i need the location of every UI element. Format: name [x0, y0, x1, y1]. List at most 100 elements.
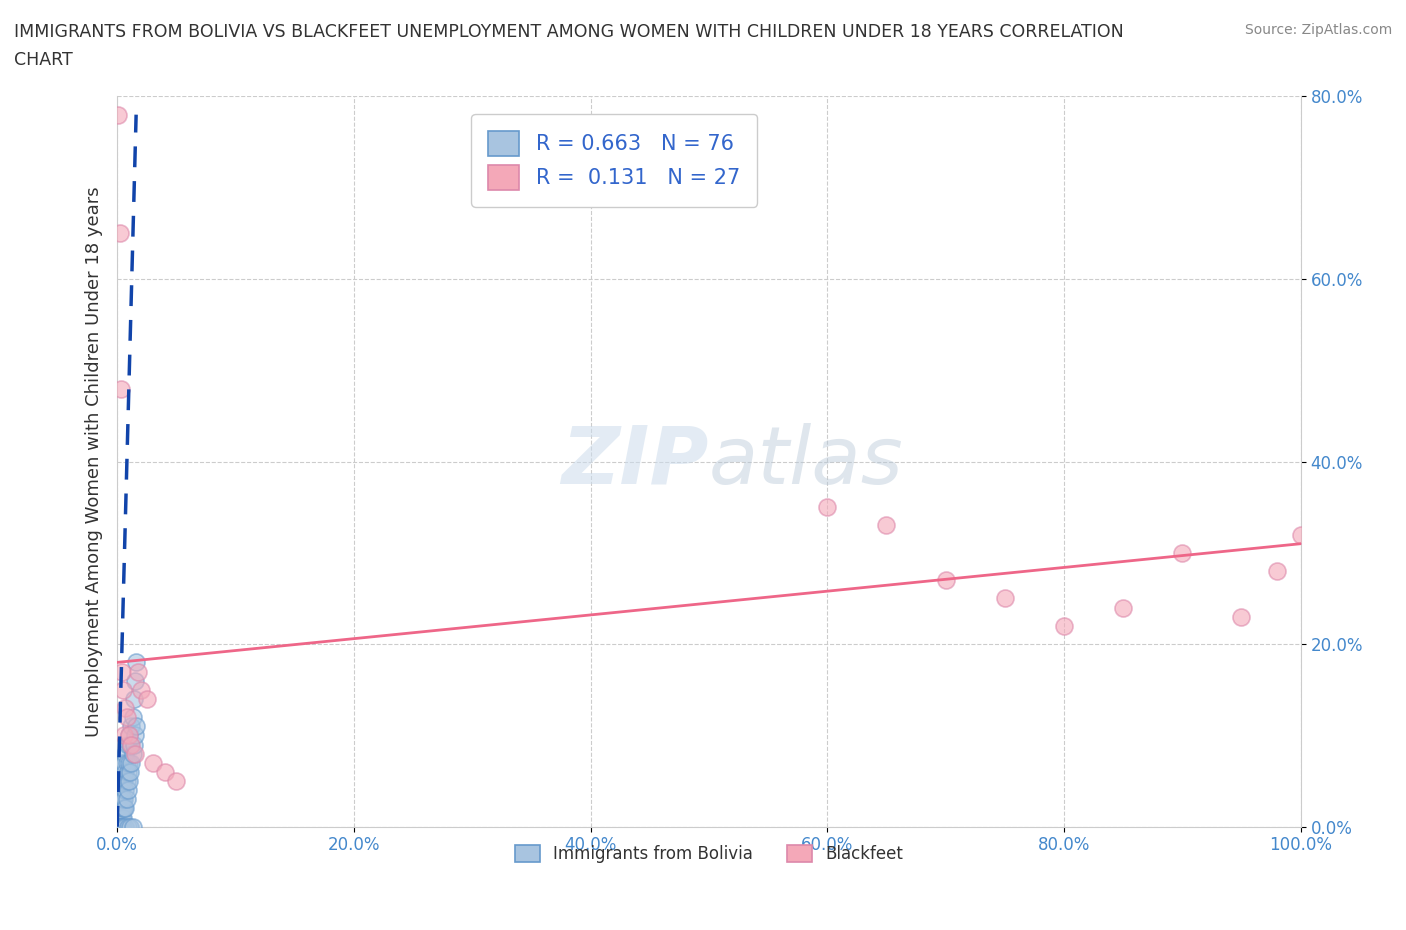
- Point: [120, 737, 142, 752]
- Point: [107, 819, 129, 834]
- Point: [112, 728, 135, 743]
- Point: [110, 819, 132, 834]
- Point: [115, 755, 138, 770]
- Point: [118, 755, 141, 770]
- Point: [1053, 618, 1076, 633]
- Text: IMMIGRANTS FROM BOLIVIA VS BLACKFEET UNEMPLOYMENT AMONG WOMEN WITH CHILDREN UNDE: IMMIGRANTS FROM BOLIVIA VS BLACKFEET UNE…: [14, 23, 1123, 41]
- Point: [110, 819, 132, 834]
- Legend: Immigrants from Bolivia, Blackfeet: Immigrants from Bolivia, Blackfeet: [509, 838, 910, 870]
- Point: [935, 573, 957, 588]
- Point: [114, 801, 136, 816]
- Point: [114, 700, 136, 715]
- Text: Source: ZipAtlas.com: Source: ZipAtlas.com: [1244, 23, 1392, 37]
- Y-axis label: Unemployment Among Women with Children Under 18 years: Unemployment Among Women with Children U…: [86, 186, 103, 737]
- Point: [114, 746, 136, 761]
- Point: [115, 774, 138, 789]
- Point: [111, 664, 134, 679]
- Point: [875, 518, 897, 533]
- Point: [121, 710, 143, 724]
- Point: [120, 719, 142, 734]
- Point: [117, 819, 139, 834]
- Point: [115, 710, 138, 724]
- Point: [108, 819, 131, 834]
- Point: [111, 774, 134, 789]
- Point: [994, 591, 1017, 606]
- Point: [108, 801, 131, 816]
- Point: [120, 764, 142, 779]
- Point: [112, 791, 135, 806]
- Point: [107, 819, 129, 834]
- Point: [124, 728, 146, 743]
- Point: [108, 226, 131, 241]
- Point: [125, 719, 148, 734]
- Point: [112, 774, 135, 789]
- Point: [107, 819, 129, 834]
- Point: [122, 692, 145, 707]
- Point: [112, 791, 135, 806]
- Point: [107, 819, 129, 834]
- Point: [108, 819, 131, 834]
- Point: [120, 819, 142, 834]
- Point: [110, 801, 132, 816]
- Point: [107, 801, 129, 816]
- Point: [110, 810, 132, 825]
- Point: [122, 737, 145, 752]
- Point: [117, 737, 139, 752]
- Point: [107, 819, 129, 834]
- Point: [112, 755, 135, 770]
- Point: [112, 774, 135, 789]
- Point: [112, 801, 135, 816]
- Point: [124, 673, 146, 688]
- Point: [815, 499, 838, 514]
- Point: [114, 764, 136, 779]
- Point: [107, 810, 129, 825]
- Point: [107, 819, 129, 834]
- Point: [153, 764, 176, 779]
- Point: [108, 819, 131, 834]
- Point: [129, 683, 152, 698]
- Point: [118, 774, 141, 789]
- Point: [112, 819, 135, 834]
- Point: [1265, 564, 1288, 578]
- Point: [111, 801, 134, 816]
- Point: [1112, 600, 1135, 615]
- Point: [1230, 609, 1253, 624]
- Point: [110, 783, 132, 798]
- Point: [125, 655, 148, 670]
- Point: [121, 746, 143, 761]
- Point: [107, 819, 129, 834]
- Point: [142, 755, 165, 770]
- Point: [107, 107, 129, 122]
- Point: [107, 819, 129, 834]
- Point: [128, 664, 150, 679]
- Point: [108, 810, 131, 825]
- Text: ZIP: ZIP: [561, 422, 709, 500]
- Point: [118, 728, 141, 743]
- Point: [107, 819, 129, 834]
- Point: [1289, 527, 1312, 542]
- Point: [107, 819, 129, 834]
- Point: [120, 755, 142, 770]
- Text: atlas: atlas: [709, 422, 904, 500]
- Point: [107, 819, 129, 834]
- Point: [121, 819, 143, 834]
- Point: [111, 791, 134, 806]
- Point: [112, 810, 135, 825]
- Point: [107, 819, 129, 834]
- Point: [107, 819, 129, 834]
- Point: [112, 801, 135, 816]
- Point: [107, 819, 129, 834]
- Point: [115, 791, 138, 806]
- Point: [135, 692, 157, 707]
- Point: [111, 810, 134, 825]
- Point: [110, 791, 132, 806]
- Point: [112, 683, 135, 698]
- Point: [114, 783, 136, 798]
- Point: [107, 819, 129, 834]
- Text: CHART: CHART: [14, 51, 73, 69]
- Point: [107, 819, 129, 834]
- Point: [108, 819, 131, 834]
- Point: [118, 728, 141, 743]
- Point: [117, 764, 139, 779]
- Point: [165, 774, 187, 789]
